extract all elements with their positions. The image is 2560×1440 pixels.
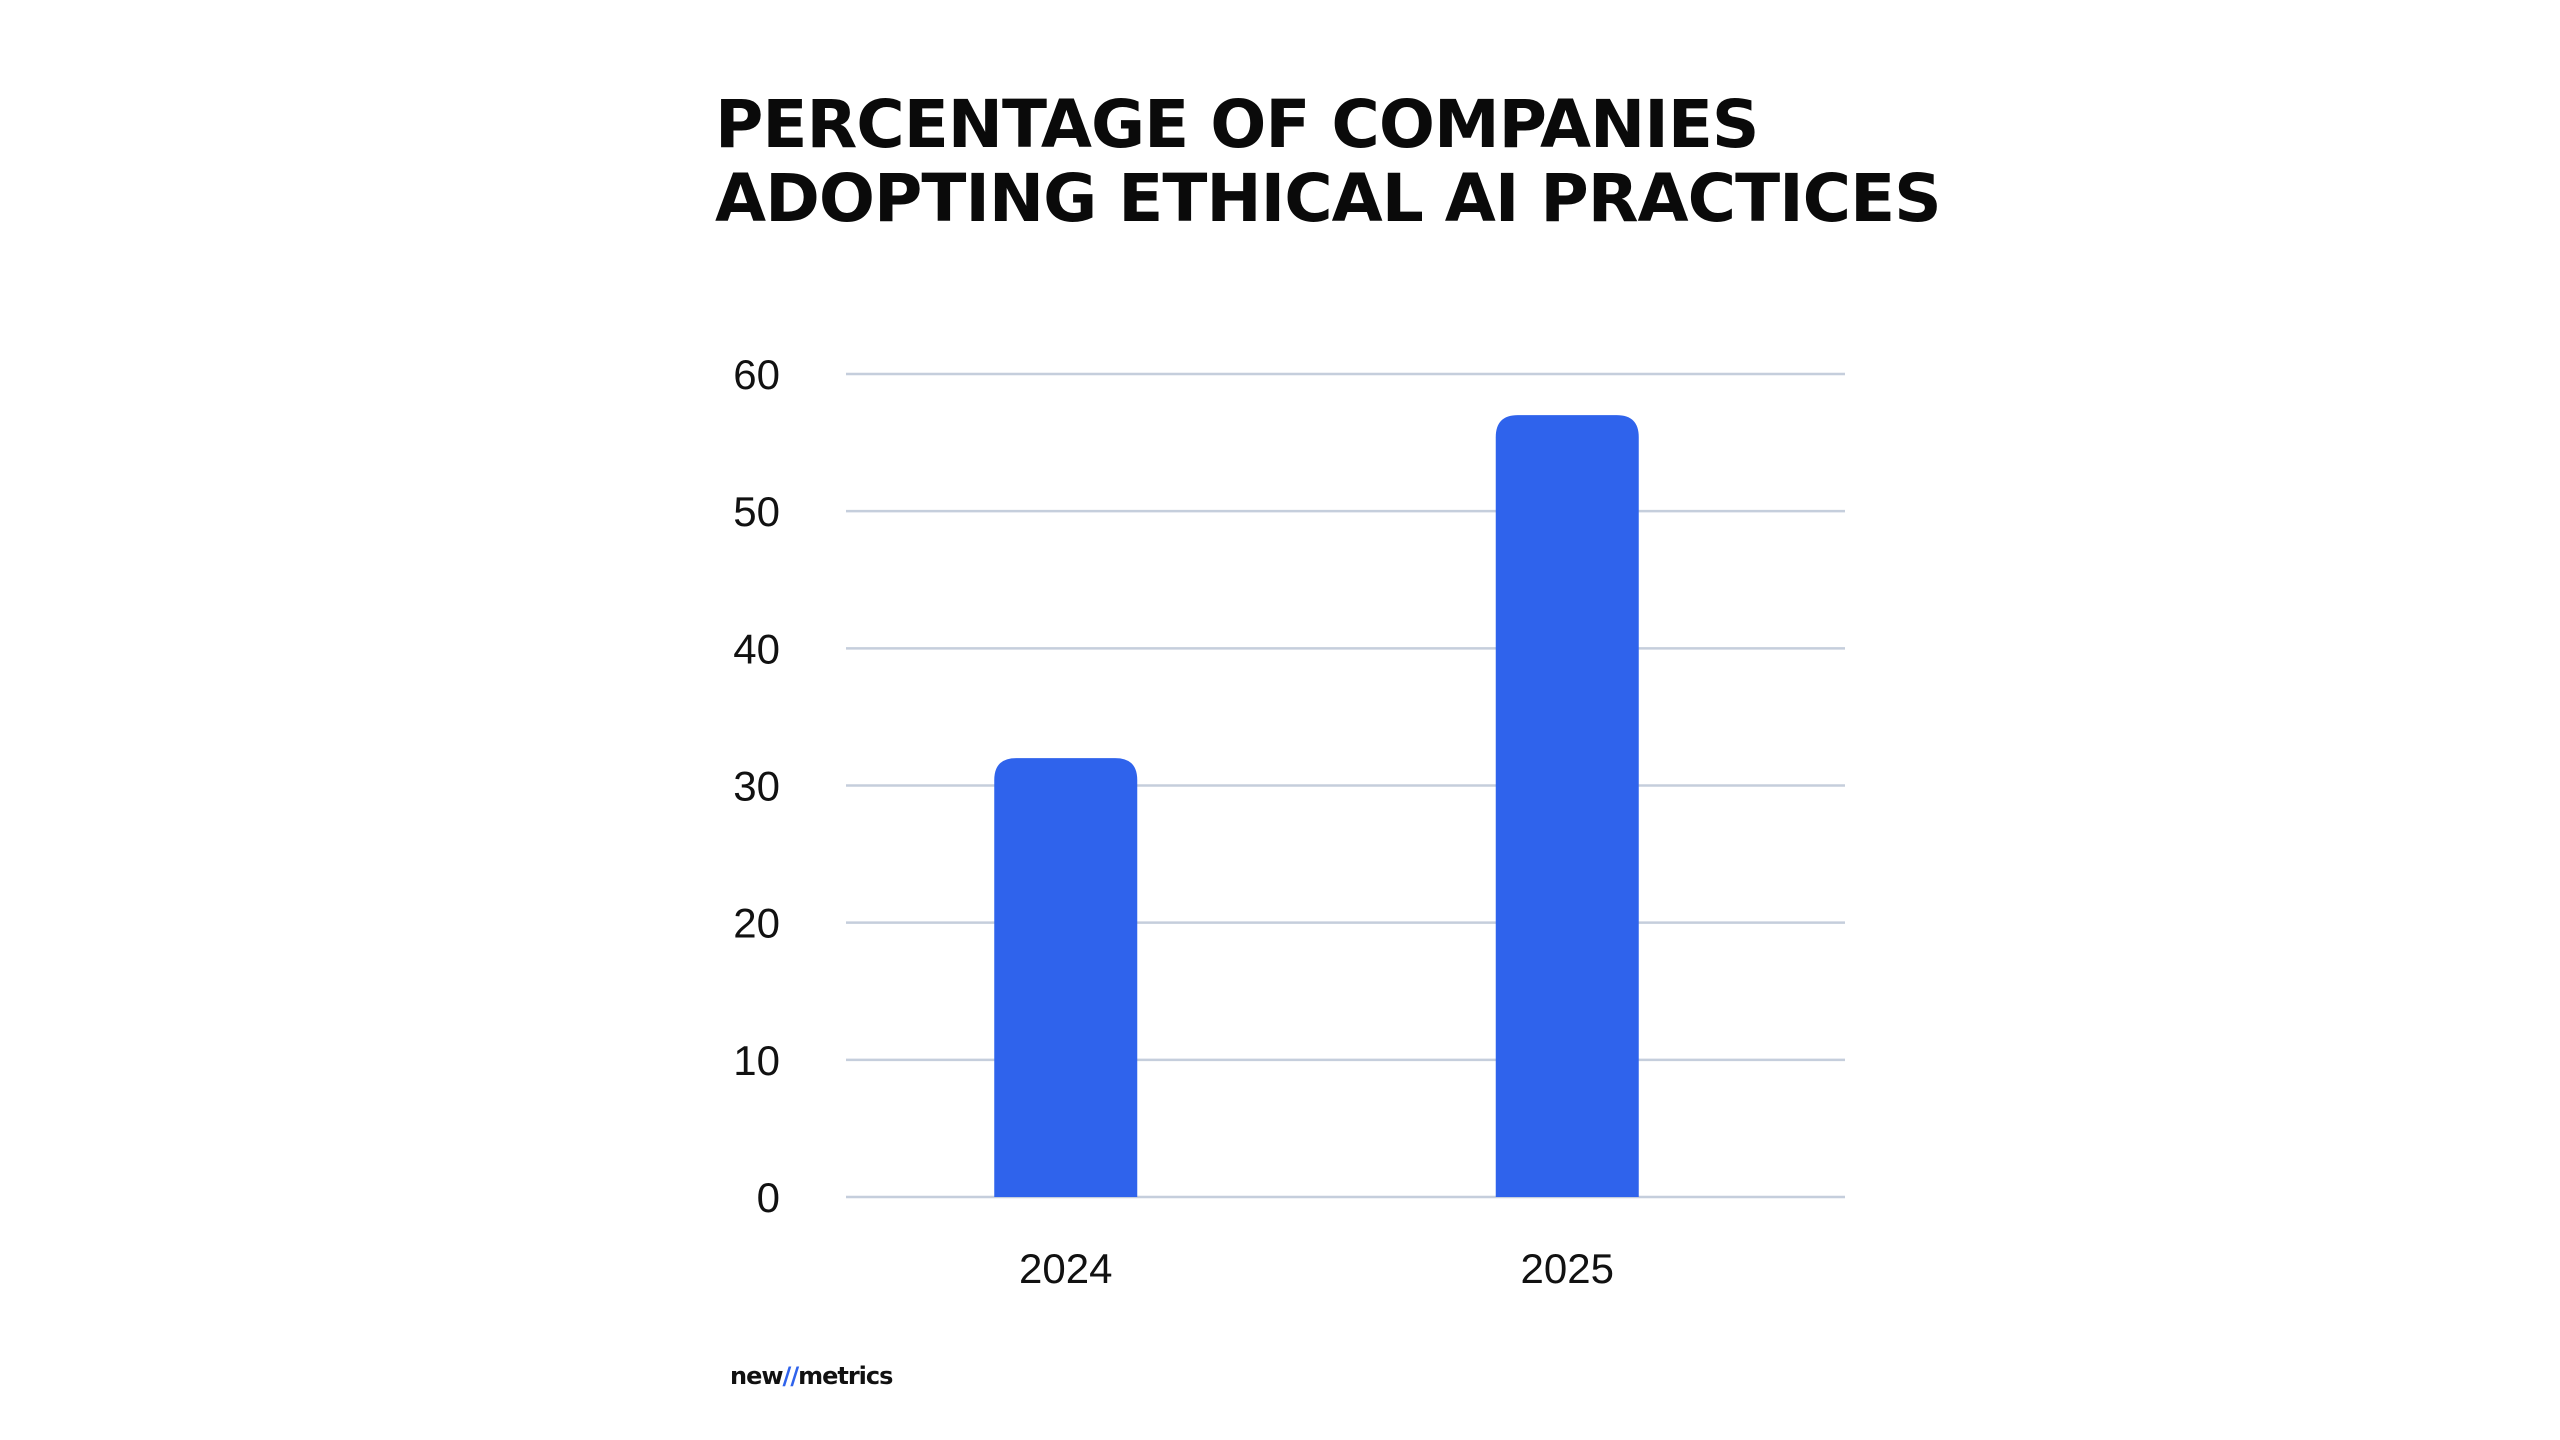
x-tick-label: 2024 [1019,1245,1112,1292]
newmetrics-logo: new//metrics [730,1362,893,1390]
y-tick-label: 60 [733,351,780,398]
chart-title-line-1: PERCENTAGE OF COMPANIES [715,86,1759,163]
x-tick-label: 2025 [1521,1245,1614,1292]
logo-text-metrics: metrics [798,1362,893,1390]
y-tick-label: 0 [757,1174,780,1221]
y-tick-label: 10 [733,1037,780,1084]
y-tick-label: 50 [733,488,780,535]
logo-separator: // [782,1362,800,1390]
chart-title: PERCENTAGE OF COMPANIES ADOPTING ETHICAL… [715,88,2015,236]
logo-text-new: new [730,1362,784,1390]
y-tick-label: 30 [733,763,780,810]
y-tick-label: 20 [733,900,780,947]
y-tick-label: 40 [733,625,780,672]
bar-2025 [1495,415,1639,1197]
bar-2024 [994,758,1138,1197]
chart-title-line-2: ADOPTING ETHICAL AI PRACTICES [715,160,1942,237]
